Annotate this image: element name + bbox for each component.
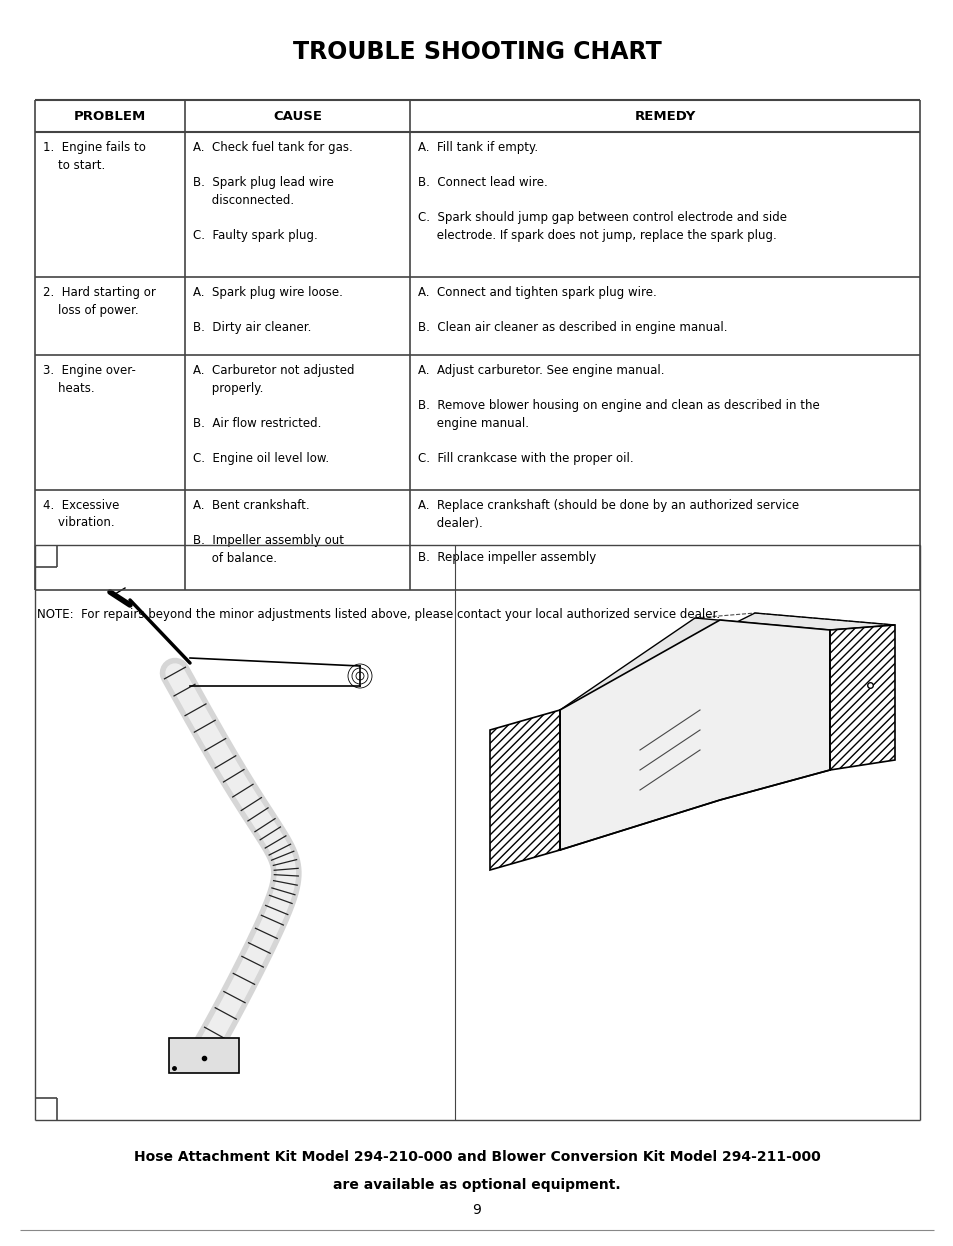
- Polygon shape: [490, 710, 559, 870]
- Polygon shape: [829, 625, 894, 770]
- Text: A.  Fill tank if empty.

B.  Connect lead wire.

C.  Spark should jump gap betwe: A. Fill tank if empty. B. Connect lead w…: [417, 141, 786, 242]
- Text: A.  Adjust carburetor. See engine manual.

B.  Remove blower housing on engine a: A. Adjust carburetor. See engine manual.…: [417, 364, 819, 465]
- Text: 3.  Engine over-
    heats.: 3. Engine over- heats.: [43, 364, 135, 395]
- Text: A.  Connect and tighten spark plug wire.

B.  Clean air cleaner as described in : A. Connect and tighten spark plug wire. …: [417, 287, 727, 334]
- Text: A.  Replace crankshaft (should be done by an authorized service
     dealer).

B: A. Replace crankshaft (should be done by…: [417, 498, 799, 564]
- Text: A.  Check fuel tank for gas.

B.  Spark plug lead wire
     disconnected.

C.  F: A. Check fuel tank for gas. B. Spark plu…: [193, 141, 353, 242]
- Text: NOTE:  For repairs beyond the minor adjustments listed above, please contact you: NOTE: For repairs beyond the minor adjus…: [37, 608, 720, 621]
- Polygon shape: [559, 621, 829, 850]
- Text: REMEDY: REMEDY: [634, 110, 695, 122]
- Text: A.  Carburetor not adjusted
     properly.

B.  Air flow restricted.

C.  Engine: A. Carburetor not adjusted properly. B. …: [193, 364, 355, 465]
- Text: PROBLEM: PROBLEM: [73, 110, 146, 122]
- Text: 9: 9: [472, 1202, 481, 1217]
- Text: 1.  Engine fails to
    to start.: 1. Engine fails to to start.: [43, 141, 146, 172]
- Polygon shape: [559, 613, 894, 710]
- Text: Hose Attachment Kit Model 294-210-000 and Blower Conversion Kit Model 294-211-00: Hose Attachment Kit Model 294-210-000 an…: [133, 1150, 820, 1164]
- Text: 2.  Hard starting or
    loss of power.: 2. Hard starting or loss of power.: [43, 287, 155, 316]
- Text: A.  Bent crankshaft.

B.  Impeller assembly out
     of balance.: A. Bent crankshaft. B. Impeller assembly…: [193, 498, 344, 564]
- Text: CAUSE: CAUSE: [273, 110, 322, 122]
- Text: 4.  Excessive
    vibration.: 4. Excessive vibration.: [43, 498, 119, 530]
- Bar: [169, 1038, 238, 1073]
- Text: A.  Spark plug wire loose.

B.  Dirty air cleaner.: A. Spark plug wire loose. B. Dirty air c…: [193, 287, 342, 334]
- Text: are available as optional equipment.: are available as optional equipment.: [333, 1177, 620, 1192]
- Text: TROUBLE SHOOTING CHART: TROUBLE SHOOTING CHART: [293, 40, 660, 64]
